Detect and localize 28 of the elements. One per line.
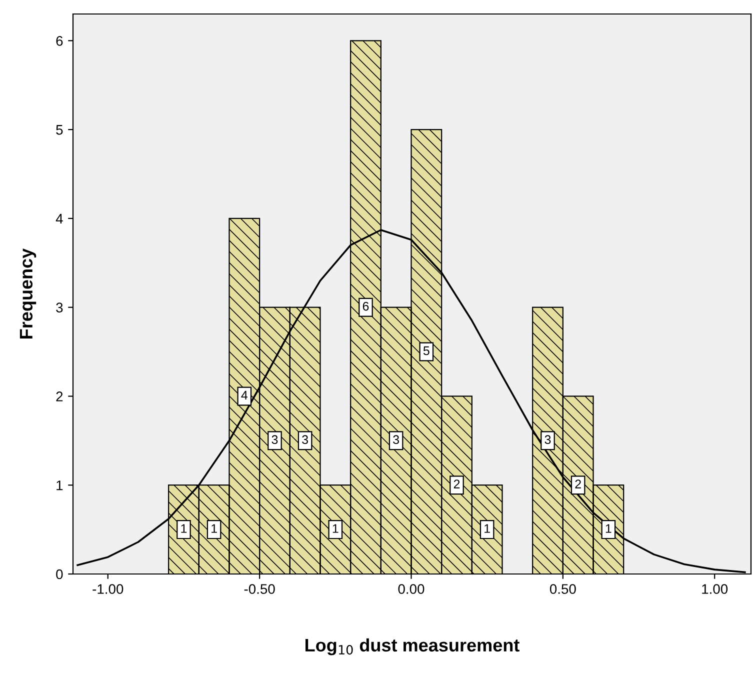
data-label: 5	[423, 346, 430, 356]
y-tick-label: 5	[56, 125, 63, 135]
data-label: 1	[332, 524, 338, 533]
data-label: 2	[454, 480, 460, 488]
y-tick-label: 3	[56, 302, 63, 313]
x-axis-title: Log$_{10}$ dust measurement	[306, 638, 520, 656]
y-tick-label: 0	[56, 569, 63, 580]
data-label: 1	[484, 524, 490, 533]
x-tick-label: -0.50	[244, 584, 275, 594]
data-label: 3	[544, 435, 551, 444]
x-tick-label: 0.00	[398, 584, 424, 594]
data-label: 1	[212, 524, 217, 533]
x-tick-label: 0.50	[550, 584, 576, 594]
data-label: 3	[272, 435, 278, 444]
y-tick-label: 4	[56, 214, 63, 224]
data-label: 3	[393, 435, 399, 444]
y-tick-label: 2	[56, 392, 63, 402]
data-label: 6	[362, 302, 369, 311]
y-axis-title: Frequency	[20, 248, 36, 338]
x-tick-label: -1.00	[92, 584, 124, 594]
data-label: 1	[181, 524, 187, 533]
y-tick-label: 6	[56, 36, 63, 46]
x-tick-label: 1.00	[702, 584, 728, 594]
y-tick-label: 1	[56, 480, 63, 490]
data-label: 4	[241, 390, 248, 400]
data-label: 3	[302, 435, 308, 444]
data-label: 2	[575, 480, 581, 488]
data-label: 1	[606, 524, 612, 533]
